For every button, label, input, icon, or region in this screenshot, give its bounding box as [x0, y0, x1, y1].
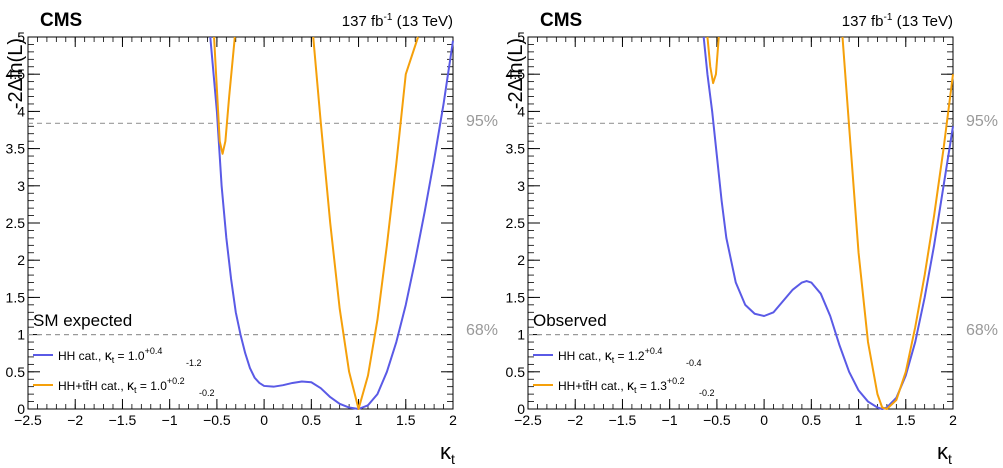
cl-95-label: 95%	[466, 113, 498, 130]
legend-entry-hh: HH cat., κt = 1.0+0.4-1.2	[58, 346, 202, 368]
x-tick-label: 1	[355, 412, 363, 428]
cl-68-label: 68%	[466, 322, 498, 339]
y-tick-label: 3	[17, 178, 25, 194]
x-tick-label: −2.5	[14, 412, 42, 428]
y-tick-label: 4.5	[506, 66, 526, 82]
experiment-label: CMS	[40, 10, 82, 31]
hhtth-curve	[213, 36, 236, 155]
hhtth-curve	[312, 36, 420, 410]
y-tick-label: 4.5	[6, 66, 26, 82]
legend-entry-hhtth: HH+tt̄H cat., κt = 1.3+0.2-0.2	[558, 376, 715, 398]
x-tick-label: −0.5	[203, 412, 231, 428]
hh-curve	[702, 36, 954, 410]
experiment-label: CMS	[540, 10, 582, 31]
x-tick-label: −1.5	[109, 412, 137, 428]
x-tick-label: −1.5	[609, 412, 637, 428]
y-axis-title: -2Δln(L)	[5, 38, 27, 109]
y-axis-title: -2Δln(L)	[505, 38, 527, 109]
y-tick-label: 2	[17, 252, 25, 268]
y-tick-label: 2.5	[6, 215, 26, 231]
x-tick-label: −2	[567, 412, 583, 428]
y-tick-label: 1	[17, 327, 25, 343]
x-tick-label: 1.5	[896, 412, 916, 428]
x-axis-title: κt	[937, 439, 952, 467]
luminosity-label: 137 fb-1 (13 TeV)	[842, 12, 953, 30]
x-tick-label: −0.5	[703, 412, 731, 428]
luminosity-label: 137 fb-1 (13 TeV)	[342, 12, 453, 30]
x-tick-label: 2	[949, 412, 957, 428]
condition-label: Observed	[533, 311, 607, 330]
y-tick-label: 3.5	[506, 141, 526, 157]
y-tick-label: 2	[517, 252, 525, 268]
y-tick-label: 2.5	[506, 215, 526, 231]
y-tick-label: 1.5	[6, 289, 26, 305]
condition-label: SM expected	[33, 311, 132, 330]
hhtth-curve	[841, 36, 954, 410]
x-tick-label: 0.5	[302, 412, 322, 428]
x-tick-label: 2	[449, 412, 457, 428]
panel-right: −2.5 −2 −1.5 −1 −0.5 0 0.5 1 1.5 2 0 0.5 1 1.5 2 2.5 3 3.…	[505, 10, 998, 467]
y-tick-label: 0	[17, 401, 25, 417]
legend: HH cat., κt = 1.0+0.4-1.2 HH+tt̄H cat., …	[33, 346, 215, 398]
y-tick-label: 4	[517, 103, 525, 119]
x-tick-label: 0	[760, 412, 768, 428]
y-tick-label: 0.5	[506, 364, 526, 380]
x-tick-label: −2	[67, 412, 83, 428]
cl-68-label: 68%	[966, 322, 998, 339]
y-tick-label: 3	[517, 178, 525, 194]
cl-95-label: 95%	[966, 113, 998, 130]
x-tick-label: −1	[162, 412, 178, 428]
y-tick-label: 1	[517, 327, 525, 343]
x-tick-label: 0	[260, 412, 268, 428]
y-tick-label: 5	[517, 29, 525, 45]
y-tick-label: 0.5	[6, 364, 26, 380]
x-tick-label: 1.5	[396, 412, 416, 428]
x-axis-title: κt	[440, 439, 455, 467]
y-tick-label: 5	[17, 29, 25, 45]
y-tick-label: 0	[517, 401, 525, 417]
x-tick-label: −2.5	[514, 412, 542, 428]
y-tick-label: 1.5	[506, 289, 526, 305]
panel-left: −2.5 −2 −1.5 −1 −0.5 0 0.5 1 1.5 2 0 0.5 1 1.5 2 2.5 3 3.…	[5, 10, 498, 467]
x-tick-label: 1	[855, 412, 863, 428]
hhtth-curve	[706, 36, 720, 85]
legend-entry-hhtth: HH+tt̄H cat., κt = 1.0+0.2-0.2	[58, 376, 215, 398]
x-tick-label: 0.5	[802, 412, 822, 428]
hh-curve	[209, 36, 454, 410]
x-tick-label: −1	[662, 412, 678, 428]
y-tick-label: 3.5	[6, 141, 26, 157]
legend-entry-hh: HH cat., κt = 1.2+0.4-0.4	[558, 346, 702, 368]
legend: HH cat., κt = 1.2+0.4-0.4 HH+tt̄H cat., …	[533, 346, 715, 398]
y-tick-label: 4	[17, 103, 25, 119]
